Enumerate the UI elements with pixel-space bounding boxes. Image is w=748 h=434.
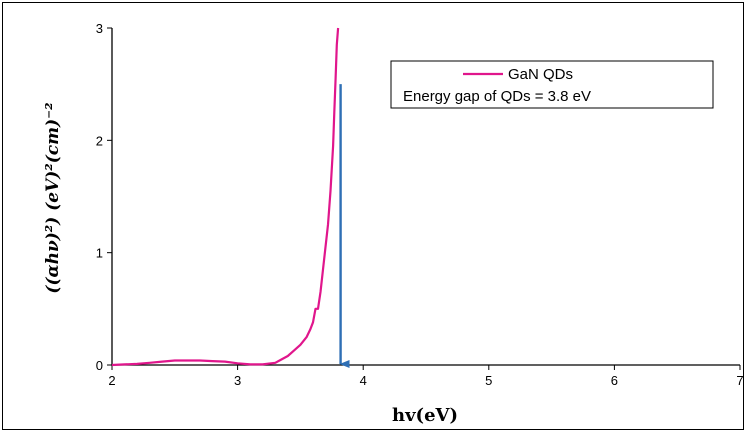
legend-box [390,60,714,109]
y-axis-label: ((αhν)²) (eV)²(cm)⁻² [43,102,63,293]
y-tick-label: 0 [96,358,103,373]
y-tick-label: 3 [96,21,103,36]
x-tick-label: 6 [611,373,618,388]
axis-ticks: 2 3 4 5 6 7 0 1 2 3 [96,21,744,388]
x-tick-label: 2 [108,373,115,388]
y-tick-label: 1 [96,246,103,261]
legend-entry-gan-qds: GaN QDs [508,66,573,83]
legend-entry-energy-gap: Energy gap of QDs = 3.8 eV [403,88,591,105]
series-line-gan-qds [111,27,340,367]
x-tick-label: 3 [234,373,241,388]
plot-axes [111,28,740,366]
series-layer [111,27,340,367]
x-tick-label: 4 [360,373,367,388]
x-axis-label: hv(eV) [392,405,458,426]
x-tick-label: 5 [485,373,492,388]
y-tick-label: 2 [96,133,103,148]
x-tick-label: 7 [736,373,743,388]
legend: GaN QDs Energy gap of QDs = 3.8 eV [390,60,714,109]
